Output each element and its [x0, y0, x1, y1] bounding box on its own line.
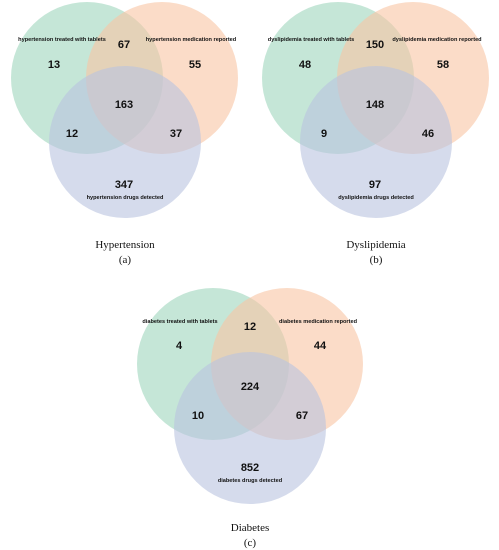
circle-drugs-detected [174, 352, 326, 504]
label-drugs-detected: diabetes drugs detected [218, 478, 283, 484]
count-c-only: 97 [369, 179, 381, 191]
panel-letter: (b) [370, 254, 383, 266]
label-medication-reported: diabetes medication reported [279, 319, 358, 325]
label-drugs-detected: dyslipidemia drugs detected [338, 195, 414, 201]
label-treated-with-tablets: hypertension treated with tablets [18, 37, 106, 43]
count-abc: 224 [241, 381, 260, 393]
count-b-only: 58 [437, 59, 449, 71]
label-drugs-detected: hypertension drugs detected [87, 195, 164, 201]
circle-drugs-detected [49, 66, 201, 218]
panel-title: Hypertension [95, 239, 155, 251]
count-ac: 9 [321, 128, 327, 140]
count-b-only: 55 [189, 59, 201, 71]
venn-panel-hypertension: hypertension treated with tablets hypert… [11, 2, 238, 266]
count-abc: 148 [366, 99, 384, 111]
count-abc: 163 [115, 99, 133, 111]
circle-drugs-detected [300, 66, 452, 218]
count-c-only: 852 [241, 462, 259, 474]
count-ab: 67 [118, 39, 130, 51]
count-a-only: 4 [176, 340, 183, 352]
panel-letter: (c) [244, 537, 257, 549]
label-medication-reported: hypertension medication reported [146, 37, 237, 43]
count-ac: 10 [192, 410, 204, 422]
count-a-only: 13 [48, 59, 60, 71]
count-ac: 12 [66, 128, 78, 140]
count-bc: 67 [296, 410, 308, 422]
panel-title: Diabetes [231, 522, 269, 534]
count-bc: 37 [170, 128, 182, 140]
count-b-only: 44 [314, 340, 327, 352]
label-treated-with-tablets: dyslipidemia treated with tablets [268, 37, 354, 43]
panel-title: Dyslipidemia [346, 239, 405, 251]
count-c-only: 347 [115, 179, 133, 191]
panel-letter: (a) [119, 254, 132, 266]
label-medication-reported: dyslipidemia medication reported [392, 37, 482, 43]
count-ab: 150 [366, 39, 384, 51]
count-ab: 12 [244, 321, 256, 333]
count-a-only: 48 [299, 59, 311, 71]
venn-panel-diabetes: diabetes treated with tablets diabetes m… [137, 288, 363, 549]
count-bc: 46 [422, 128, 434, 140]
label-treated-with-tablets: diabetes treated with tablets [142, 319, 217, 325]
venn-panel-dyslipidemia: dyslipidemia treated with tablets dyslip… [262, 2, 489, 266]
